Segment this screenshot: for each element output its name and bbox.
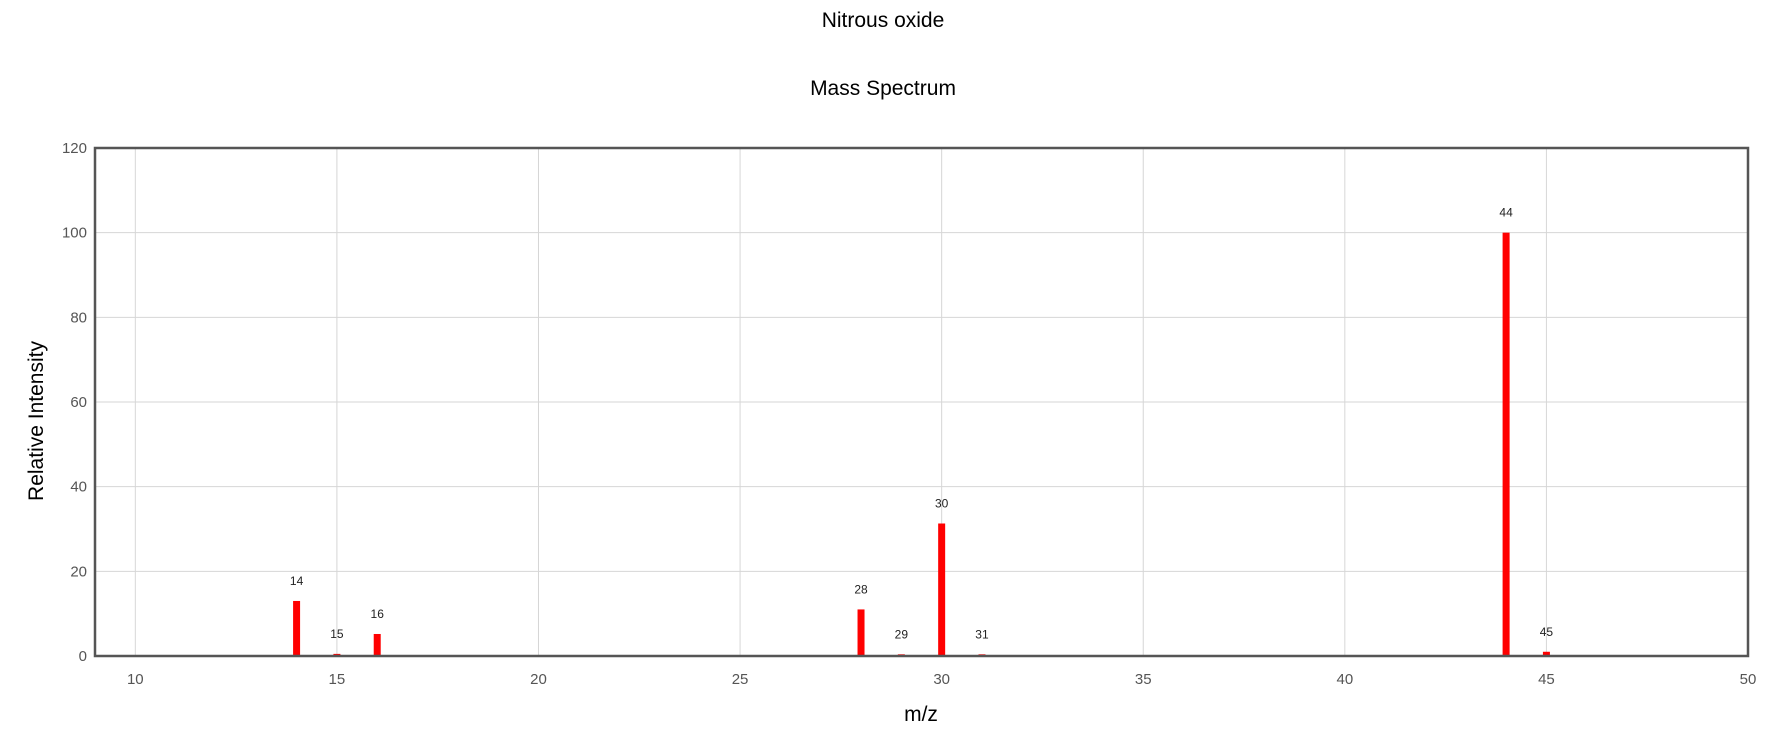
chart-title: Nitrous oxide	[822, 9, 945, 32]
data-label-44: 44	[1499, 206, 1513, 220]
data-label-45: 45	[1540, 625, 1554, 639]
y-tick-label: 40	[70, 479, 87, 496]
chart-subtitle: Mass Spectrum	[810, 77, 956, 100]
x-tick-labels: 10 15 20 25 30 35 40 45 50	[127, 671, 1756, 688]
bar-mz-44	[1502, 232, 1510, 656]
y-tick-labels: 0 20 40 60 80 100 120	[62, 140, 87, 665]
x-tick-label: 40	[1336, 671, 1353, 688]
bar-mz-16	[373, 633, 381, 656]
data-label-28: 28	[854, 582, 868, 596]
x-tick-label: 25	[732, 671, 749, 688]
bar-mz-30	[938, 523, 946, 656]
y-tick-label: 60	[70, 394, 87, 411]
x-tick-label: 10	[127, 671, 144, 688]
bars	[293, 232, 1550, 656]
y-gridlines	[95, 147, 1748, 657]
data-label-14: 14	[290, 574, 304, 588]
plot-frame	[93, 146, 1750, 658]
data-labels: 14 15 16 28 29 30 31 44 45	[290, 206, 1554, 642]
x-tick-label: 45	[1538, 671, 1555, 688]
x-tick-label: 35	[1135, 671, 1152, 688]
data-label-15: 15	[330, 627, 344, 641]
data-label-29: 29	[895, 627, 909, 641]
x-tick-label: 15	[329, 671, 346, 688]
y-tick-label: 80	[70, 309, 87, 326]
bar-mz-45	[1542, 651, 1550, 656]
x-tick-label: 50	[1740, 671, 1757, 688]
y-tick-label: 100	[62, 225, 87, 242]
data-label-16: 16	[371, 607, 385, 621]
y-axis-title: Relative Intensity	[25, 341, 48, 501]
x-tick-label: 30	[933, 671, 950, 688]
y-tick-label: 0	[79, 648, 87, 665]
y-tick-label: 120	[62, 140, 87, 157]
bar-mz-14	[293, 600, 301, 656]
x-tick-label: 20	[530, 671, 547, 688]
x-axis-title: m/z	[904, 703, 938, 726]
y-tick-label: 20	[70, 563, 87, 580]
bar-mz-28	[857, 609, 865, 656]
data-label-31: 31	[975, 627, 989, 641]
data-label-30: 30	[935, 496, 949, 510]
